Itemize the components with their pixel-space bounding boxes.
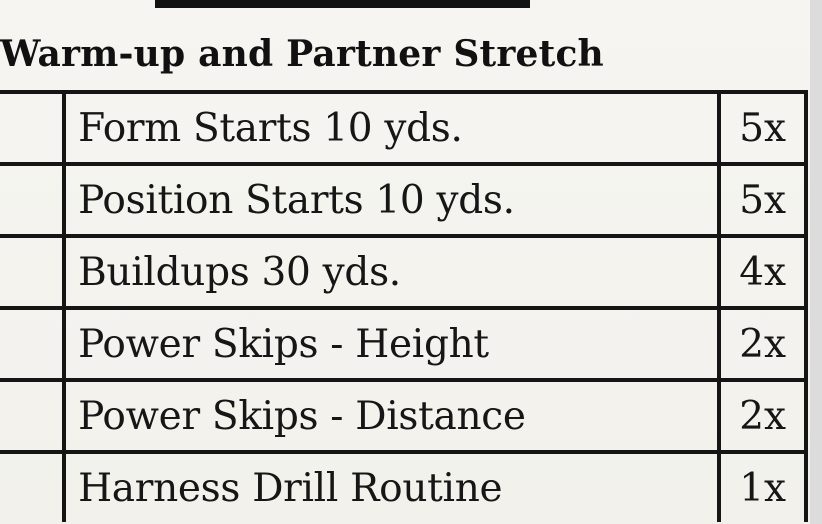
table-row: Harness Drill Routine 1x [0, 450, 808, 522]
section-title: Warm-up and Partner Stretch [0, 33, 604, 75]
top-rule-divider [155, 0, 530, 8]
table-row: Buildups 30 yds. 4x [0, 234, 808, 311]
checkbox-cell[interactable] [0, 378, 67, 455]
drill-reps: 2x [717, 378, 808, 455]
drill-table: Form Starts 10 yds. 5x Position Starts 1… [0, 89, 808, 522]
checkbox-cell[interactable] [0, 450, 67, 522]
checkbox-cell[interactable] [0, 162, 67, 239]
table-row: Power Skips - Height 2x [0, 306, 808, 383]
table-row: Power Skips - Distance 2x [0, 378, 808, 455]
drill-name: Harness Drill Routine [62, 450, 722, 522]
drill-reps: 1x [717, 450, 808, 522]
drill-reps: 2x [717, 306, 808, 383]
drill-name: Power Skips - Height [62, 306, 722, 383]
drill-name: Buildups 30 yds. [62, 234, 722, 311]
drill-reps: 5x [717, 89, 808, 167]
checkbox-cell[interactable] [0, 89, 67, 167]
table-row: Position Starts 10 yds. 5x [0, 162, 808, 239]
drill-name: Position Starts 10 yds. [62, 162, 722, 239]
drill-name: Form Starts 10 yds. [62, 89, 722, 167]
drill-reps: 4x [717, 234, 808, 311]
drill-name: Power Skips - Distance [62, 378, 722, 455]
drill-reps: 5x [717, 162, 808, 239]
page-edge [810, 0, 822, 524]
checkbox-cell[interactable] [0, 234, 67, 311]
checkbox-cell[interactable] [0, 306, 67, 383]
table-row: Form Starts 10 yds. 5x [0, 89, 808, 167]
